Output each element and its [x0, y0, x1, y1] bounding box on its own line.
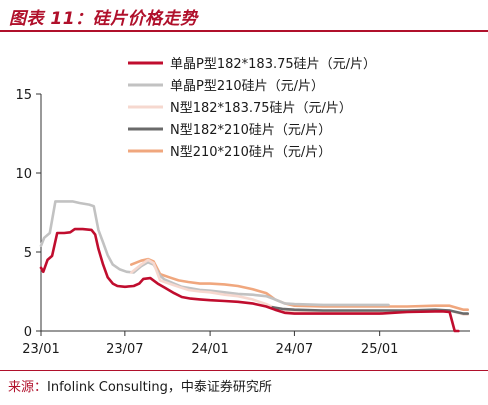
- title-underline: [0, 30, 488, 32]
- series-line-1: [39, 227, 460, 333]
- price-chart: 0 5 10 15 23/01 23/07 24/01 24/07 25/01 单晶P型182*…: [15, 57, 470, 357]
- chart-series: [39, 200, 469, 333]
- y-tick-label: 0: [24, 325, 32, 340]
- chart-legend: 单晶P型182*183.75硅片（元/片） 单晶P型210硅片（元/片） N型182…: [128, 57, 376, 160]
- y-tick-label: 10: [15, 167, 32, 182]
- legend-label-3: N型182*183.75硅片（元/片）: [170, 101, 352, 116]
- x-tick-label: 24/07: [276, 342, 313, 357]
- y-tick-label: 15: [15, 88, 32, 103]
- source-note: 来源：Infolink Consulting，中泰证券研究所: [8, 376, 272, 395]
- x-tick-label: 23/01: [22, 342, 59, 357]
- series-line-4: [271, 306, 469, 315]
- series-line-5: [130, 257, 469, 311]
- legend-label-2: 单晶P型210硅片（元/片）: [170, 79, 324, 94]
- legend-label-1: 单晶P型182*183.75硅片（元/片）: [170, 57, 376, 72]
- series-line-2: [39, 200, 390, 307]
- chart-title: 图表 11：硅片价格走势: [9, 9, 198, 29]
- source-label: 来源：: [8, 380, 48, 395]
- legend-label-5: N型210*210硅片（元/片）: [170, 145, 331, 160]
- source-text: Infolink Consulting，中泰证券研究所: [47, 380, 272, 395]
- chart-axes: 0 5 10 15 23/01 23/07 24/01 24/07 25/01: [15, 88, 470, 357]
- legend-label-4: N型182*210硅片（元/片）: [170, 123, 331, 138]
- x-tick-label: 23/07: [106, 342, 143, 357]
- y-tick-label: 5: [24, 246, 32, 261]
- x-tick-label: 25/01: [361, 342, 398, 357]
- x-tick-label: 24/01: [191, 342, 228, 357]
- footer-rule: [0, 370, 488, 371]
